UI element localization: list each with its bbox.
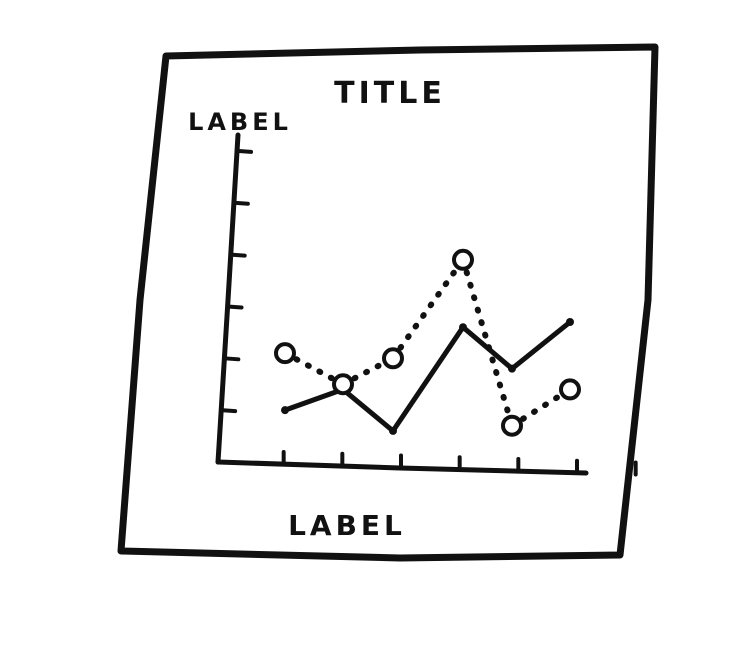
series-layer <box>274 248 581 437</box>
chart-title: TITLE <box>334 76 446 111</box>
y-tick <box>219 408 238 414</box>
solid-series-line <box>282 319 573 434</box>
y-tick <box>228 252 247 258</box>
hollow-data-point <box>382 347 404 370</box>
solid-data-point <box>508 364 516 373</box>
chart-frame <box>117 43 659 562</box>
y-tick <box>222 356 241 362</box>
solid-data-point <box>566 318 574 327</box>
y-tick <box>235 148 254 154</box>
dotted-series-segment <box>509 386 573 429</box>
hollow-data-point <box>452 248 474 271</box>
y-axis-label: LABEL <box>188 108 292 136</box>
hollow-data-point <box>274 342 296 365</box>
y-axis <box>215 132 241 465</box>
x-axis-label: LABEL <box>288 509 406 542</box>
solid-data-point <box>389 426 397 435</box>
dotted-series-segment <box>460 256 515 429</box>
solid-data-point <box>459 323 467 332</box>
hollow-data-point <box>559 378 581 401</box>
y-tick <box>231 200 250 206</box>
solid-data-point <box>281 406 289 415</box>
y-tick <box>225 304 244 310</box>
x-ticks <box>281 449 638 477</box>
hollow-data-point <box>501 414 523 437</box>
y-ticks <box>219 148 254 414</box>
dotted-series-segment <box>340 355 396 388</box>
hollow-data-point <box>332 373 354 396</box>
